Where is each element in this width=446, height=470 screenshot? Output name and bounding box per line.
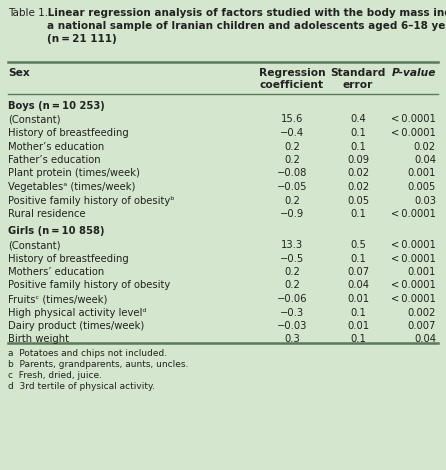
Text: 0.1: 0.1 — [350, 335, 366, 345]
Text: −0.08: −0.08 — [277, 169, 307, 179]
Text: Mothers’ education: Mothers’ education — [8, 267, 104, 277]
Text: −0.4: −0.4 — [280, 128, 304, 138]
Text: c  Fresh, dried, juice.: c Fresh, dried, juice. — [8, 371, 102, 380]
Text: Boys (n = 10 253): Boys (n = 10 253) — [8, 101, 105, 111]
Text: Mother’s education: Mother’s education — [8, 141, 104, 151]
Text: Standard
error: Standard error — [330, 68, 386, 90]
Text: Vegetablesᵃ (times/week): Vegetablesᵃ (times/week) — [8, 182, 136, 192]
Text: −0.9: −0.9 — [280, 209, 304, 219]
Text: < 0.0001: < 0.0001 — [391, 294, 436, 304]
Text: Sex: Sex — [8, 68, 30, 78]
Text: 0.2: 0.2 — [284, 267, 300, 277]
Text: History of breastfeeding: History of breastfeeding — [8, 253, 129, 264]
Text: 0.2: 0.2 — [284, 141, 300, 151]
Text: 0.02: 0.02 — [414, 141, 436, 151]
Text: 0.03: 0.03 — [414, 196, 436, 205]
Text: 0.5: 0.5 — [350, 240, 366, 250]
Text: Table 1.: Table 1. — [8, 8, 48, 18]
Text: 0.1: 0.1 — [350, 307, 366, 318]
Text: 0.1: 0.1 — [350, 141, 366, 151]
Text: Dairy product (times/week): Dairy product (times/week) — [8, 321, 144, 331]
Text: (Constant): (Constant) — [8, 240, 61, 250]
Text: 0.2: 0.2 — [284, 281, 300, 290]
Text: d  3rd tertile of physical activity.: d 3rd tertile of physical activity. — [8, 382, 155, 391]
Text: < 0.0001: < 0.0001 — [391, 209, 436, 219]
Text: Father’s education: Father’s education — [8, 155, 101, 165]
Text: Rural residence: Rural residence — [8, 209, 86, 219]
Text: 0.09: 0.09 — [347, 155, 369, 165]
Text: −0.5: −0.5 — [280, 253, 304, 264]
Text: 0.007: 0.007 — [408, 321, 436, 331]
Text: Linear regression analysis of factors studied with the body mass index of: Linear regression analysis of factors st… — [44, 8, 446, 18]
Text: 0.1: 0.1 — [350, 253, 366, 264]
Text: 0.01: 0.01 — [347, 294, 369, 304]
Text: < 0.0001: < 0.0001 — [391, 281, 436, 290]
Text: P-value: P-value — [392, 68, 436, 78]
Text: (n = 21 111): (n = 21 111) — [47, 34, 117, 44]
Text: Girls (n = 10 858): Girls (n = 10 858) — [8, 227, 104, 236]
Text: 15.6: 15.6 — [281, 115, 303, 125]
Text: 0.1: 0.1 — [350, 128, 366, 138]
Text: History of breastfeeding: History of breastfeeding — [8, 128, 129, 138]
Text: 0.2: 0.2 — [284, 196, 300, 205]
Text: < 0.0001: < 0.0001 — [391, 240, 436, 250]
Text: 0.04: 0.04 — [414, 335, 436, 345]
Text: Birth weight: Birth weight — [8, 335, 69, 345]
Text: −0.06: −0.06 — [277, 294, 307, 304]
Text: a national sample of Iranian children and adolescents aged 6–18 years: a national sample of Iranian children an… — [47, 21, 446, 31]
Text: 0.05: 0.05 — [347, 196, 369, 205]
Text: Positive family history of obesityᵇ: Positive family history of obesityᵇ — [8, 196, 175, 205]
Text: 13.3: 13.3 — [281, 240, 303, 250]
Text: Positive family history of obesity: Positive family history of obesity — [8, 281, 170, 290]
Text: −0.05: −0.05 — [277, 182, 307, 192]
Text: Fruitsᶜ (times/week): Fruitsᶜ (times/week) — [8, 294, 107, 304]
Text: 0.1: 0.1 — [350, 209, 366, 219]
Text: 0.04: 0.04 — [347, 281, 369, 290]
Text: 0.005: 0.005 — [408, 182, 436, 192]
Text: 0.2: 0.2 — [284, 155, 300, 165]
Text: High physical activity levelᵈ: High physical activity levelᵈ — [8, 307, 146, 318]
Text: 0.01: 0.01 — [347, 321, 369, 331]
Text: 0.4: 0.4 — [350, 115, 366, 125]
Text: 0.001: 0.001 — [408, 169, 436, 179]
Text: < 0.0001: < 0.0001 — [391, 253, 436, 264]
Text: Plant protein (times/week): Plant protein (times/week) — [8, 169, 140, 179]
Text: 0.07: 0.07 — [347, 267, 369, 277]
Text: Regression
coefficient: Regression coefficient — [259, 68, 326, 90]
Text: 0.3: 0.3 — [284, 335, 300, 345]
Text: 0.002: 0.002 — [408, 307, 436, 318]
Text: −0.3: −0.3 — [280, 307, 304, 318]
Text: −0.03: −0.03 — [277, 321, 307, 331]
Text: 0.02: 0.02 — [347, 182, 369, 192]
Text: < 0.0001: < 0.0001 — [391, 115, 436, 125]
Text: 0.001: 0.001 — [408, 267, 436, 277]
Text: 0.02: 0.02 — [347, 169, 369, 179]
Text: 0.04: 0.04 — [414, 155, 436, 165]
Text: a  Potatoes and chips not included.: a Potatoes and chips not included. — [8, 349, 167, 358]
Text: < 0.0001: < 0.0001 — [391, 128, 436, 138]
Text: (Constant): (Constant) — [8, 115, 61, 125]
Text: b  Parents, grandparents, aunts, uncles.: b Parents, grandparents, aunts, uncles. — [8, 360, 188, 369]
